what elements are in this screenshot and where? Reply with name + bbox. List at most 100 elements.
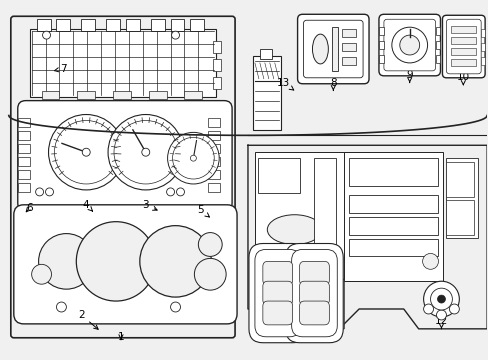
Bar bbox=[435, 55, 440, 63]
Bar bbox=[257, 158, 299, 193]
Bar bbox=[480, 43, 484, 51]
Circle shape bbox=[172, 137, 214, 179]
Circle shape bbox=[54, 121, 118, 184]
Circle shape bbox=[422, 253, 438, 269]
Bar bbox=[18, 144, 30, 153]
Text: 3: 3 bbox=[142, 200, 157, 210]
FancyBboxPatch shape bbox=[11, 16, 235, 338]
Text: 7: 7 bbox=[54, 64, 66, 74]
FancyBboxPatch shape bbox=[263, 281, 292, 305]
Bar bbox=[257, 247, 299, 275]
Bar bbox=[446, 158, 477, 238]
FancyBboxPatch shape bbox=[297, 14, 368, 84]
FancyBboxPatch shape bbox=[263, 301, 292, 325]
FancyBboxPatch shape bbox=[254, 249, 300, 337]
Bar bbox=[213, 77, 221, 89]
Circle shape bbox=[429, 288, 451, 310]
Bar bbox=[208, 170, 220, 179]
Bar bbox=[348, 195, 438, 213]
Bar bbox=[450, 37, 475, 44]
Circle shape bbox=[448, 304, 458, 314]
FancyBboxPatch shape bbox=[446, 19, 480, 74]
Polygon shape bbox=[289, 279, 344, 329]
Bar bbox=[208, 144, 220, 153]
FancyBboxPatch shape bbox=[299, 261, 328, 285]
FancyBboxPatch shape bbox=[378, 14, 440, 76]
Circle shape bbox=[399, 35, 419, 55]
Bar bbox=[348, 217, 438, 235]
Circle shape bbox=[194, 258, 225, 290]
Bar bbox=[37, 19, 50, 31]
Circle shape bbox=[142, 148, 149, 156]
Bar bbox=[378, 41, 383, 49]
Bar bbox=[344, 152, 443, 281]
Bar bbox=[378, 55, 383, 63]
Bar bbox=[18, 118, 30, 127]
Bar bbox=[213, 41, 221, 53]
Circle shape bbox=[32, 264, 51, 284]
Bar bbox=[18, 183, 30, 192]
Text: 13: 13 bbox=[277, 78, 293, 90]
Circle shape bbox=[190, 155, 196, 161]
Bar bbox=[30, 29, 216, 96]
Bar bbox=[148, 91, 166, 99]
Circle shape bbox=[36, 188, 43, 196]
Circle shape bbox=[48, 114, 123, 190]
Circle shape bbox=[45, 188, 53, 196]
FancyBboxPatch shape bbox=[263, 261, 292, 285]
Bar bbox=[450, 48, 475, 55]
Bar bbox=[254, 152, 368, 281]
Circle shape bbox=[108, 114, 183, 190]
Bar bbox=[81, 19, 95, 31]
Bar bbox=[18, 170, 30, 179]
Bar bbox=[208, 183, 220, 192]
Circle shape bbox=[42, 31, 50, 39]
Text: 11: 11 bbox=[288, 328, 302, 341]
Bar bbox=[208, 157, 220, 166]
Bar bbox=[342, 43, 355, 51]
Bar bbox=[106, 19, 120, 31]
Ellipse shape bbox=[267, 215, 321, 244]
Polygon shape bbox=[247, 121, 486, 359]
Bar bbox=[213, 59, 221, 71]
Circle shape bbox=[140, 226, 211, 297]
Bar bbox=[480, 57, 484, 65]
Bar bbox=[446, 200, 473, 235]
Circle shape bbox=[170, 302, 180, 312]
Bar bbox=[56, 19, 70, 31]
Text: 1: 1 bbox=[118, 332, 124, 342]
Bar bbox=[446, 162, 473, 197]
Circle shape bbox=[167, 132, 219, 184]
Bar bbox=[435, 41, 440, 49]
Circle shape bbox=[176, 188, 184, 196]
Circle shape bbox=[171, 31, 179, 39]
Text: 5: 5 bbox=[197, 205, 209, 217]
Text: 8: 8 bbox=[329, 78, 336, 91]
FancyBboxPatch shape bbox=[18, 100, 232, 211]
Bar bbox=[208, 131, 220, 140]
Bar bbox=[348, 239, 438, 256]
Circle shape bbox=[166, 188, 174, 196]
Bar bbox=[342, 57, 355, 65]
Circle shape bbox=[198, 233, 222, 256]
Circle shape bbox=[436, 310, 446, 320]
Text: 6: 6 bbox=[26, 203, 33, 213]
Circle shape bbox=[39, 234, 94, 289]
Bar bbox=[480, 29, 484, 37]
FancyBboxPatch shape bbox=[303, 20, 362, 78]
Circle shape bbox=[391, 27, 427, 63]
FancyBboxPatch shape bbox=[299, 301, 328, 325]
FancyBboxPatch shape bbox=[285, 243, 343, 343]
Text: 4: 4 bbox=[83, 200, 92, 211]
Circle shape bbox=[56, 302, 66, 312]
Bar bbox=[126, 19, 140, 31]
Circle shape bbox=[114, 121, 177, 184]
Circle shape bbox=[423, 304, 433, 314]
Circle shape bbox=[437, 295, 445, 303]
Bar bbox=[252, 56, 280, 130]
Bar bbox=[190, 19, 204, 31]
Bar bbox=[150, 19, 164, 31]
Circle shape bbox=[76, 222, 155, 301]
Bar bbox=[113, 91, 131, 99]
Bar bbox=[450, 26, 475, 33]
